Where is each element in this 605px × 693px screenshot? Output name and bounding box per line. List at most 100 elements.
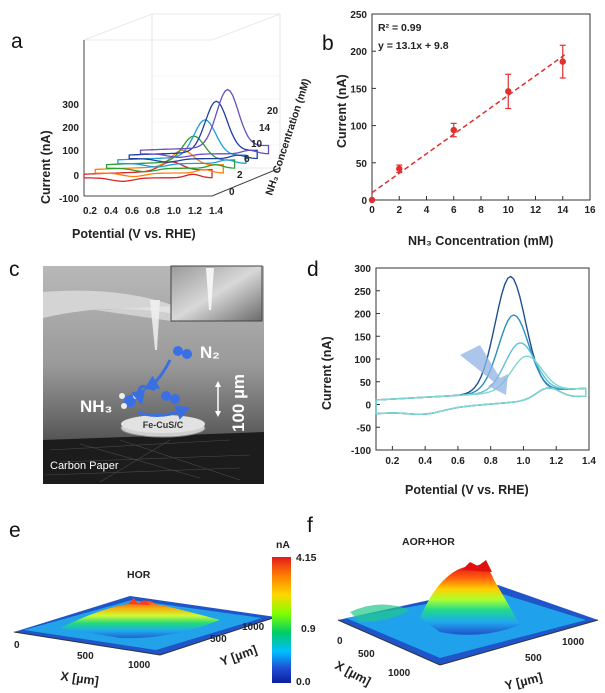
b-xtick-label: 6	[451, 205, 457, 216]
a-xtick: 1.0	[167, 206, 181, 217]
e-xtick: 0	[14, 640, 20, 651]
f-ytick: 500	[525, 653, 542, 664]
b-annotation-eq: y = 13.1x + 9.8	[378, 40, 449, 52]
a-ytick: -100	[59, 194, 79, 205]
panel-b-label: b	[322, 32, 334, 55]
f-title: AOR+HOR	[402, 536, 455, 548]
b-xtick-label: 12	[530, 205, 542, 216]
n2-molecule-icon	[161, 391, 180, 404]
colorbar-gradient	[272, 557, 291, 683]
b-ytick-label: 0	[361, 196, 367, 207]
d-ytick-label: 250	[354, 287, 371, 298]
b-xtick-label: 14	[557, 205, 569, 216]
b-xtick-label: 8	[478, 205, 484, 216]
e-xtick: 1000	[128, 660, 151, 671]
d-ytick-label: 150	[354, 332, 371, 343]
e-ylabel: Y [µm]	[218, 643, 259, 669]
b-data-point	[396, 165, 403, 172]
a-xtick: 0.6	[125, 206, 139, 217]
a-ytick: 200	[62, 123, 79, 134]
d-xtick-label: 0.6	[451, 456, 465, 467]
colorbar-unit: nA	[276, 539, 290, 551]
c-substrate-label: Carbon Paper	[50, 460, 119, 472]
a-ytick: 300	[62, 100, 79, 111]
d-xtick-label: 0.8	[484, 456, 498, 467]
d-cv-curve	[375, 355, 587, 415]
a-ztick: 6	[244, 154, 250, 165]
d-xtick-label: 1.2	[549, 456, 563, 467]
e-ytick: 1000	[242, 622, 265, 633]
b-ytick-label: 100	[350, 122, 367, 133]
a-cv-curve	[83, 161, 213, 182]
a-ztick: 2	[237, 170, 243, 181]
a-xtick: 0.8	[146, 206, 160, 217]
panel-a-label: a	[11, 30, 23, 53]
d-ylabel: Current (nA)	[320, 336, 334, 410]
a-cv-curve	[139, 88, 270, 158]
a-cv-curve	[117, 119, 247, 168]
d-ytick-label: 0	[365, 401, 371, 412]
b-data-point	[505, 88, 512, 95]
d-xlabel: Potential (V vs. RHE)	[405, 483, 529, 497]
a-ztick: 14	[259, 123, 271, 134]
colorbar-tick: 0.9	[301, 623, 316, 635]
a-xlabel: Potential (V vs. RHE)	[72, 227, 196, 241]
panel-f-label: f	[307, 514, 313, 537]
panel-a-chart: 300 200 100 0 -100 0.2 0.4 0.6 0.8 1.0 1…	[39, 13, 313, 241]
a-ytick: 100	[62, 146, 79, 157]
c-cycle-arrow	[137, 405, 192, 420]
panel-f-surface: AOR+HOR 0 500 1000 500 1000 X [µm] Y [µm…	[333, 536, 599, 693]
a-cv-curve	[105, 135, 236, 173]
d-ytick-label: 300	[354, 264, 371, 275]
e-title: HOR	[127, 569, 151, 581]
a-ztick: 0	[229, 187, 235, 198]
a-cv-curve	[128, 100, 258, 163]
colorbar-tick: 4.15	[296, 552, 317, 564]
a-zlabel: NH₃ Concentration (mM)	[263, 77, 312, 197]
d-ytick-label: -100	[351, 446, 371, 457]
c-n2-label: N₂	[200, 343, 220, 362]
f-xtick: 1000	[388, 668, 411, 679]
d-ytick-label: -50	[357, 423, 372, 434]
b-annotation-r2: R² = 0.99	[378, 22, 422, 34]
a-ytick: 0	[73, 171, 79, 182]
colorbar-tick: 0.0	[296, 676, 311, 688]
f-xlabel: X [µm]	[333, 658, 374, 688]
panel-d-chart: 0.2 0.4 0.6 0.8 1.0 1.2 1.4 -100 -50 0 50 100 150 200…	[320, 264, 596, 497]
d-ytick-label: 100	[354, 355, 371, 366]
c-inset	[170, 265, 263, 322]
n2-molecule-icon	[173, 346, 192, 359]
panel-b-chart: 0 2 4 6 8 10 12 14 16 0 50 100 150 200 250 R² = 0.99 y…	[335, 10, 596, 248]
b-data-point	[368, 196, 376, 204]
d-ytick-label: 200	[354, 310, 371, 321]
b-ytick-label: 50	[356, 159, 368, 170]
b-ytick-label: 200	[350, 47, 367, 58]
panel-d-label: d	[307, 258, 319, 281]
panel-e-surface: HOR 0 500 1000 500 1000 X [µm] Y [µm]	[13, 569, 277, 688]
a-xtick: 0.4	[104, 206, 118, 217]
e-ytick: 500	[210, 634, 227, 645]
panel-c-image: Fe-CuS/C N₂ NH₃ 100 µm Carbon Paper	[43, 265, 264, 484]
panel-c-label: c	[9, 258, 20, 281]
a-cv-curve	[94, 149, 224, 178]
b-xtick-label: 10	[503, 205, 515, 216]
d-xtick-label: 0.4	[418, 456, 432, 467]
b-xlabel: NH₃ Concentration (mM)	[408, 234, 553, 248]
a-ztick: 10	[251, 139, 263, 150]
b-data-point	[450, 126, 457, 134]
c-distance-label: 100 µm	[229, 374, 248, 432]
panel-e-label: e	[9, 519, 21, 542]
b-ylabel: Current (nA)	[335, 74, 349, 148]
c-catalyst-label: Fe-CuS/C	[143, 420, 184, 430]
a-ztick: 20	[267, 106, 279, 117]
c-nh3-label: NH₃	[80, 397, 112, 416]
b-xtick-label: 2	[396, 205, 402, 216]
a-xtick: 0.2	[83, 206, 97, 217]
b-xtick-label: 16	[584, 205, 596, 216]
b-ytick-label: 150	[350, 84, 367, 95]
d-xtick-label: 1.0	[517, 456, 531, 467]
b-ytick-label: 250	[350, 10, 367, 21]
b-xtick-label: 0	[369, 205, 375, 216]
colorbar: nA 4.15 0.9 0.0	[272, 539, 317, 688]
